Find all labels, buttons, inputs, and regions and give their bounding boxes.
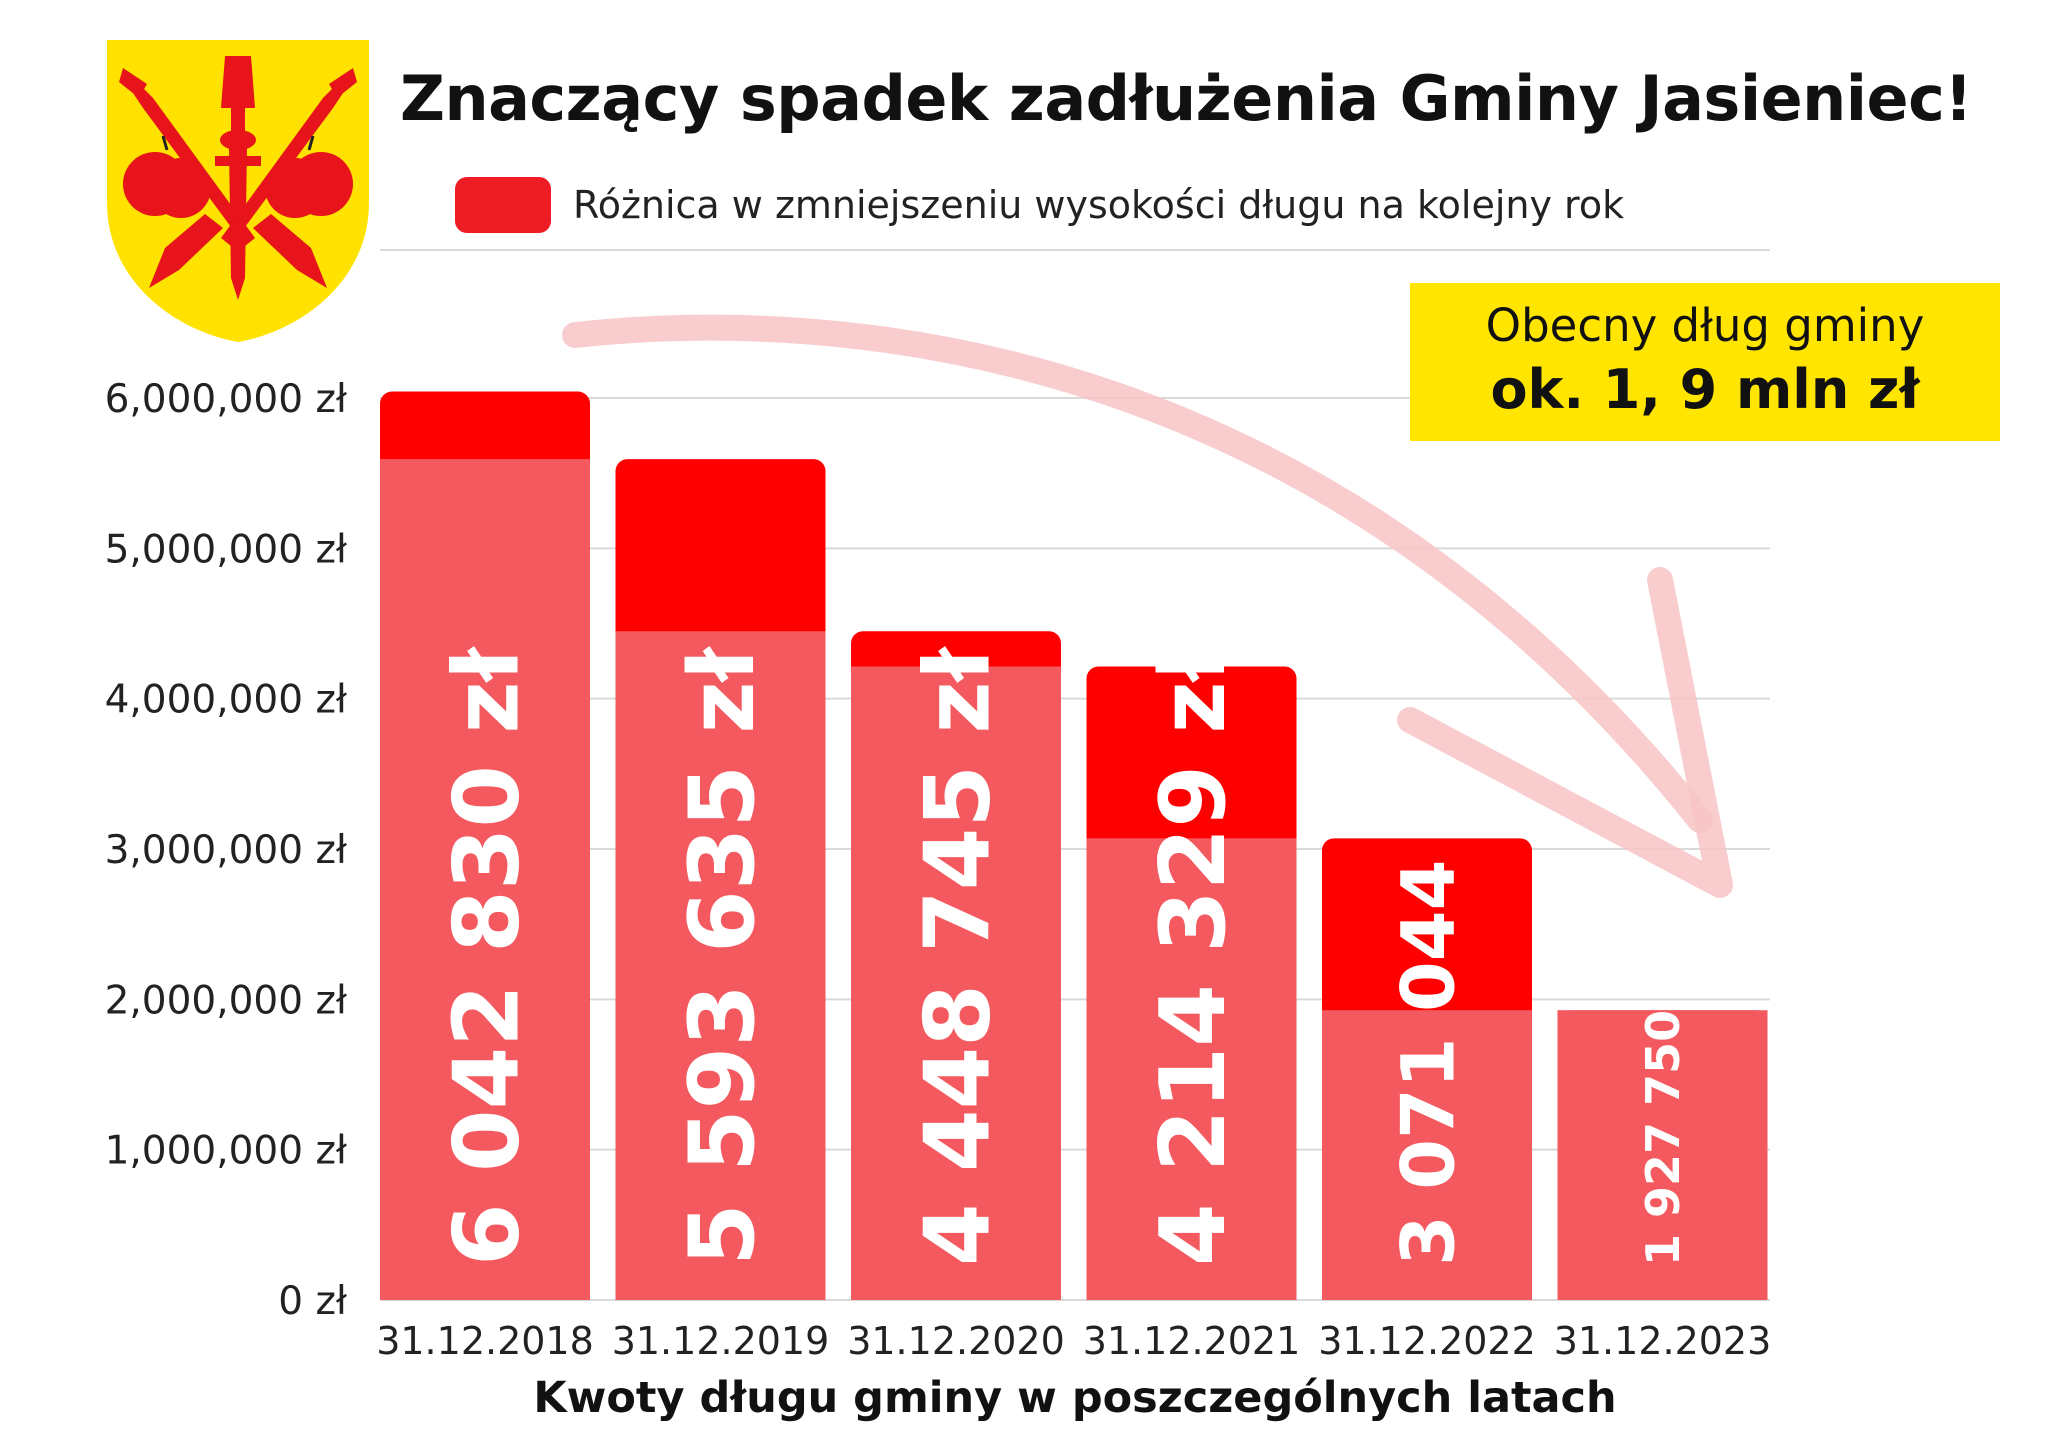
bar-debt-segment: [851, 666, 1061, 1300]
legend-label: Różnica w zmniejszeniu wysokości długu n…: [573, 183, 1625, 227]
callout-line2: ok. 1, 9 mln zł: [1490, 358, 1920, 421]
y-tick-label: 2,000,000 zł: [105, 978, 348, 1023]
bar-value-label: 4 448 745 zł: [905, 645, 1010, 1266]
x-tick-label: 31.12.2021: [1083, 1319, 1301, 1363]
bar-debt-segment: [1086, 838, 1297, 1300]
bar-value-label: 1 927 750 zł: [1636, 949, 1690, 1266]
bar-debt-segment: [380, 459, 590, 1300]
page-title: Znaczący spadek zadłużenia Gminy Jasieni…: [400, 62, 1973, 135]
bar-debt-segment: [615, 631, 826, 1300]
bar-value-label: 4 214 329 zł: [1141, 645, 1246, 1266]
bar-value-label: 6 042 830 zł: [434, 645, 539, 1266]
bar-value-label: 3 071 044 zł: [1386, 763, 1471, 1266]
trend-arrow-head-icon: [1397, 567, 1733, 898]
x-tick-label: 31.12.2018: [376, 1319, 594, 1363]
legend-swatch: [455, 177, 551, 233]
y-tick-label: 1,000,000 zł: [105, 1129, 348, 1174]
x-tick-label: 31.12.2022: [1318, 1319, 1536, 1363]
x-tick-label: 31.12.2019: [612, 1319, 830, 1363]
bar-value-label: 5 593 635 zł: [670, 645, 775, 1266]
bar-debt-segment: [1557, 1010, 1768, 1300]
bars: 6 042 830 zł 5 593 635 zł 4 448 745 zł 4 21…: [380, 391, 1768, 1300]
callout-line1: Obecny dług gminy: [1485, 299, 1925, 352]
y-tick-label: 3,000,000 zł: [105, 828, 348, 873]
x-axis-title: Kwoty długu gminy w poszczególnych latac…: [533, 1373, 1617, 1423]
x-tick-label: 31.12.2023: [1554, 1319, 1772, 1363]
coat-of-arms-icon: [107, 40, 369, 342]
axis-ticks: 0 zł 1,000,000 zł 2,000,000 zł 3,000,000 zł…: [105, 377, 1772, 1363]
grid-lines: [380, 249, 1770, 1301]
y-tick-label: 0 zł: [278, 1279, 348, 1324]
y-tick-label: 4,000,000 zł: [105, 678, 348, 723]
y-tick-label: 5,000,000 zł: [105, 527, 348, 572]
bar-debt-segment: [1322, 1010, 1532, 1300]
y-tick-label: 6,000,000 zł: [105, 377, 348, 422]
x-tick-label: 31.12.2020: [847, 1319, 1065, 1363]
current-debt-callout: Obecny dług gminy ok. 1, 9 mln zł: [1410, 283, 2000, 441]
trend-down-arrow-icon: [562, 314, 1713, 833]
legend: Różnica w zmniejszeniu wysokości długu n…: [455, 177, 1624, 233]
